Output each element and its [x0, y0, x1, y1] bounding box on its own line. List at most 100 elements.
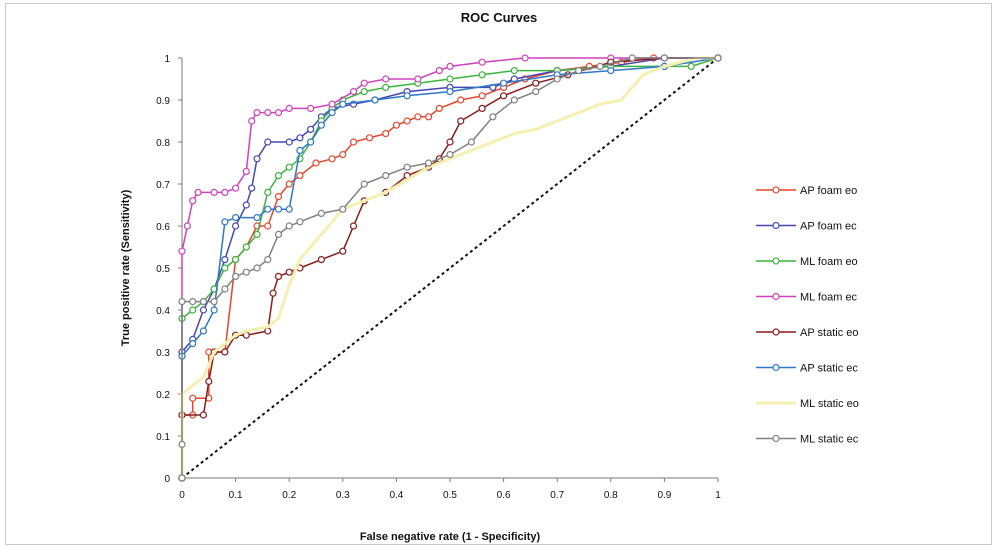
data-point: [446, 151, 454, 159]
series-ml-foam-ec: [178, 54, 722, 482]
data-point: [328, 155, 336, 163]
data-point: [253, 230, 261, 238]
data-point: [269, 289, 277, 297]
data-point: [264, 138, 272, 146]
data-point: [248, 117, 256, 125]
data-point: [307, 125, 315, 133]
data-point: [285, 222, 293, 230]
legend-swatch-marker: [772, 434, 780, 443]
y-tick-label: 0.9: [156, 96, 170, 107]
data-point: [349, 87, 358, 96]
data-point: [575, 66, 583, 75]
data-point: [339, 247, 347, 255]
data-point: [339, 100, 347, 108]
legend-item: AP foam eo: [756, 185, 857, 197]
data-point: [382, 83, 390, 92]
data-point: [414, 113, 422, 121]
legend-swatch-marker: [772, 221, 780, 230]
data-point: [178, 440, 186, 448]
x-tick-label: 0.1: [229, 490, 243, 501]
data-point: [478, 92, 486, 100]
data-point: [714, 54, 722, 62]
legend-item: ML foam eo: [756, 256, 858, 268]
data-point: [274, 172, 283, 180]
data-point: [596, 62, 604, 71]
data-point: [296, 172, 304, 180]
x-tick-label: 0.2: [282, 490, 296, 501]
series-line: [181, 57, 719, 478]
data-point: [221, 218, 229, 226]
data-point: [274, 230, 283, 238]
data-point: [285, 138, 293, 146]
data-point: [285, 205, 293, 213]
data-point: [382, 172, 390, 180]
data-point: [328, 108, 336, 117]
data-point: [189, 394, 197, 402]
data-point: [253, 264, 261, 272]
data-point: [210, 306, 218, 314]
data-point: [382, 130, 390, 138]
data-point: [478, 58, 486, 66]
data-point: [199, 298, 208, 306]
legend-label: ML foam ec: [800, 292, 858, 304]
data-point: [242, 201, 250, 209]
data-point: [221, 256, 229, 264]
data-point: [253, 214, 261, 222]
data-point: [274, 205, 283, 213]
data-point: [264, 222, 272, 230]
data-point: [382, 75, 390, 83]
data-point: [510, 96, 518, 104]
legend-swatch-marker: [772, 257, 780, 265]
series-ml-static-eo: [180, 56, 718, 478]
data-point: [312, 159, 320, 167]
data-point: [221, 264, 229, 272]
legend-label: AP foam ec: [800, 221, 857, 233]
data-point: [446, 62, 454, 71]
data-point: [242, 167, 250, 175]
data-point: [242, 268, 250, 276]
legend-swatch-marker: [772, 292, 780, 301]
data-point: [242, 243, 250, 251]
data-point: [285, 180, 293, 188]
data-point: [446, 138, 454, 146]
legend-label: AP static ec: [800, 363, 858, 375]
x-tick-label: 0.8: [604, 490, 618, 501]
data-point: [424, 113, 433, 121]
data-point: [360, 87, 368, 96]
data-point: [500, 92, 508, 100]
data-point: [339, 205, 347, 213]
y-tick-label: 0.7: [156, 180, 170, 191]
x-tick-label: 0.7: [550, 490, 564, 501]
data-point: [232, 222, 240, 230]
data-point: [285, 163, 293, 171]
data-point: [403, 117, 411, 125]
data-point: [307, 104, 315, 113]
legend-label: ML static ec: [800, 434, 859, 446]
data-point: [349, 222, 358, 230]
x-tick-label: 0: [179, 490, 185, 501]
data-point: [232, 184, 240, 192]
data-point: [264, 188, 272, 196]
data-point: [366, 134, 374, 142]
legend-swatch-marker: [772, 328, 780, 336]
series-ap-static-eo: [178, 54, 722, 482]
data-point: [189, 197, 197, 205]
data-point: [221, 348, 229, 356]
data-point: [510, 66, 518, 75]
data-point: [296, 218, 304, 226]
data-point: [264, 108, 272, 117]
data-point: [371, 96, 379, 104]
data-point: [264, 205, 272, 213]
x-tick-label: 0.4: [389, 490, 403, 501]
data-point: [232, 214, 240, 222]
data-point: [532, 87, 540, 96]
data-point: [183, 222, 191, 230]
data-point: [478, 104, 486, 113]
x-tick-label: 0.5: [443, 490, 457, 501]
data-point: [478, 71, 486, 79]
data-point: [392, 121, 400, 129]
data-point: [628, 54, 636, 62]
data-point: [189, 340, 197, 348]
chart-title: ROC Curves: [461, 10, 538, 25]
